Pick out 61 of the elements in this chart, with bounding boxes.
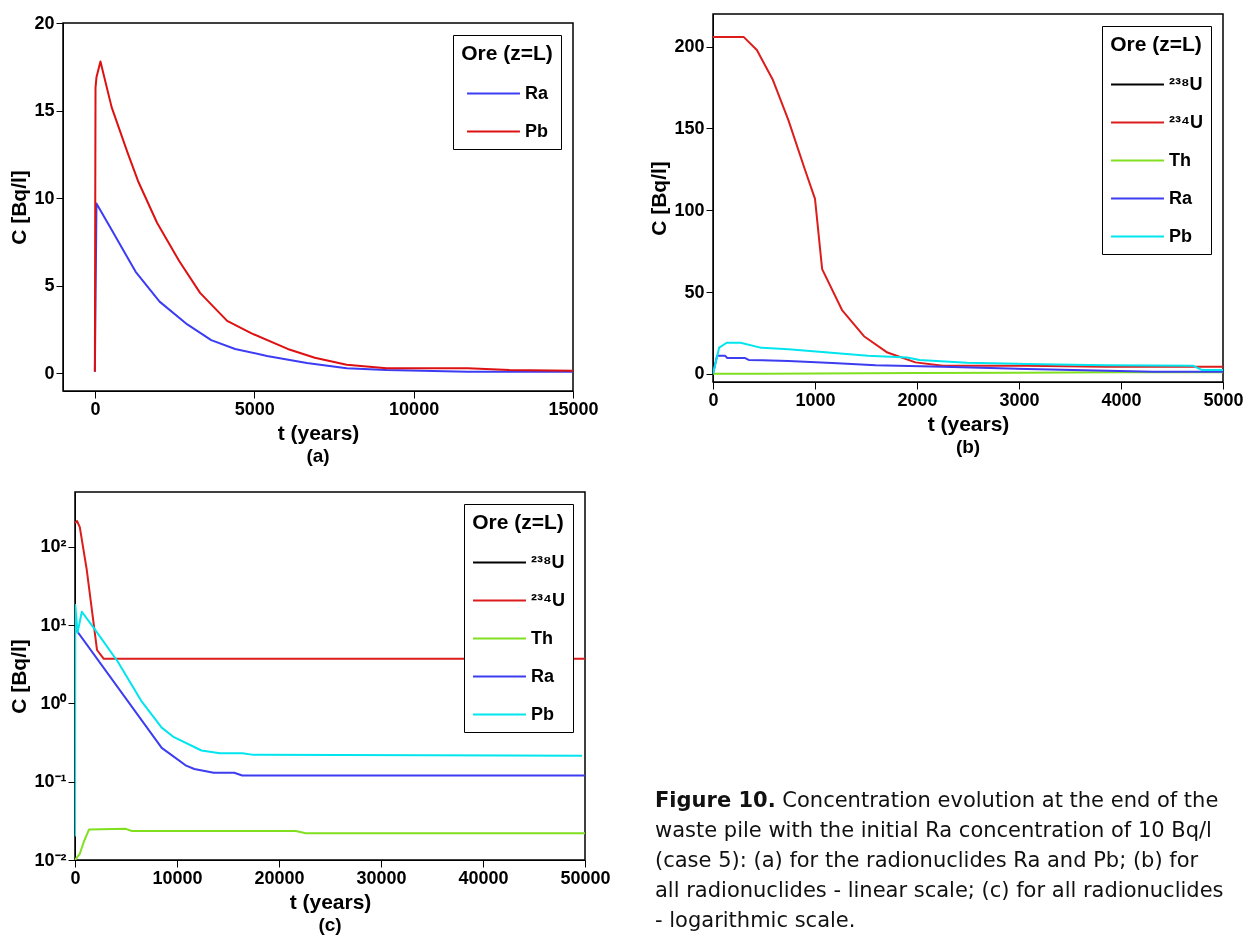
line-series xyxy=(93,202,573,373)
text: (c) xyxy=(318,914,342,935)
x-tick-label: 5000 xyxy=(1203,389,1244,410)
x-tick-label: 0 xyxy=(90,398,101,419)
y-tick-label: 15 xyxy=(34,100,55,121)
x-tick-label: 30000 xyxy=(356,867,407,888)
x-tick-label: 20000 xyxy=(254,867,305,888)
y-tick-label: 10² xyxy=(40,536,67,557)
legend-label: ²³⁸U xyxy=(531,551,565,572)
caption: Figure 10. Concentration evolution at the end of the waste pile with the initial Ra concentration of 10 Bq/l (case 5): (a) for the radionuclides Ra and Pb; (b) for all radionuclides - linear scale; (c) for all radionuclides - logarithmic scale. xyxy=(655,787,1225,934)
x-tick-label: 0 xyxy=(70,867,81,888)
line-series xyxy=(75,604,583,838)
x-tick-label: 4000 xyxy=(1101,389,1142,410)
line-series xyxy=(713,354,1223,375)
y-tick-label: 20 xyxy=(34,12,55,33)
y-tick-label: 10 xyxy=(34,187,55,208)
legend-label: Ra xyxy=(531,665,555,686)
x-axis-title: t (years) xyxy=(289,889,372,913)
x-tick-label: 1000 xyxy=(795,389,836,410)
legend-label: Th xyxy=(531,627,553,648)
legend-label: Th xyxy=(1169,149,1191,170)
line-series xyxy=(713,35,1223,368)
text: (a) xyxy=(306,445,330,466)
y-tick-label: 10⁻¹ xyxy=(34,771,67,792)
legend-title: Ore (z=L) xyxy=(461,41,553,64)
y-tick-label: 150 xyxy=(674,117,705,138)
x-tick-label: 5000 xyxy=(234,398,275,419)
x-tick-label: 2000 xyxy=(897,389,938,410)
legend-label: Pb xyxy=(531,703,555,724)
y-tick-label: 50 xyxy=(684,281,705,302)
y-axis-title: C [Bq/l] xyxy=(7,170,31,245)
y-tick-label: 200 xyxy=(674,36,705,57)
y-tick-label: 0 xyxy=(44,362,55,383)
y-axis-title: C [Bq/l] xyxy=(7,639,31,714)
legend-label: ²³⁴U xyxy=(531,589,565,610)
x-tick-label: 10000 xyxy=(152,867,203,888)
x-tick-label: 0 xyxy=(708,389,719,410)
y-tick-label: 5 xyxy=(44,275,55,296)
legend-label: ²³⁴U xyxy=(1169,111,1203,132)
x-tick-label: 3000 xyxy=(999,389,1040,410)
legend-title: Ore (z=L) xyxy=(1110,32,1202,55)
y-tick-label: 10⁻² xyxy=(34,849,67,870)
legend-label: ²³⁸U xyxy=(1169,73,1203,94)
x-tick-label: 50000 xyxy=(560,867,611,888)
legend-label: Pb xyxy=(525,120,549,141)
y-tick-label: 10¹ xyxy=(40,614,67,635)
y-axis-title: C [Bq/l] xyxy=(647,161,671,236)
y-tick-label: 100 xyxy=(674,199,705,220)
text: (b) xyxy=(955,436,981,457)
y-tick-label: 10⁰ xyxy=(40,692,68,713)
y-tick-label: 0 xyxy=(694,363,705,384)
x-tick-label: 10000 xyxy=(389,398,440,419)
line-series xyxy=(713,341,1223,375)
x-tick-label: 15000 xyxy=(548,398,599,419)
legend-label: Ra xyxy=(525,82,549,103)
x-axis-title: t (years) xyxy=(927,411,1010,435)
legend-title: Ore (z=L) xyxy=(472,510,564,533)
legend-label: Pb xyxy=(1169,225,1193,246)
x-axis-title: t (years) xyxy=(277,420,360,444)
x-tick-label: 40000 xyxy=(458,867,509,888)
legend-label: Ra xyxy=(1169,187,1193,208)
